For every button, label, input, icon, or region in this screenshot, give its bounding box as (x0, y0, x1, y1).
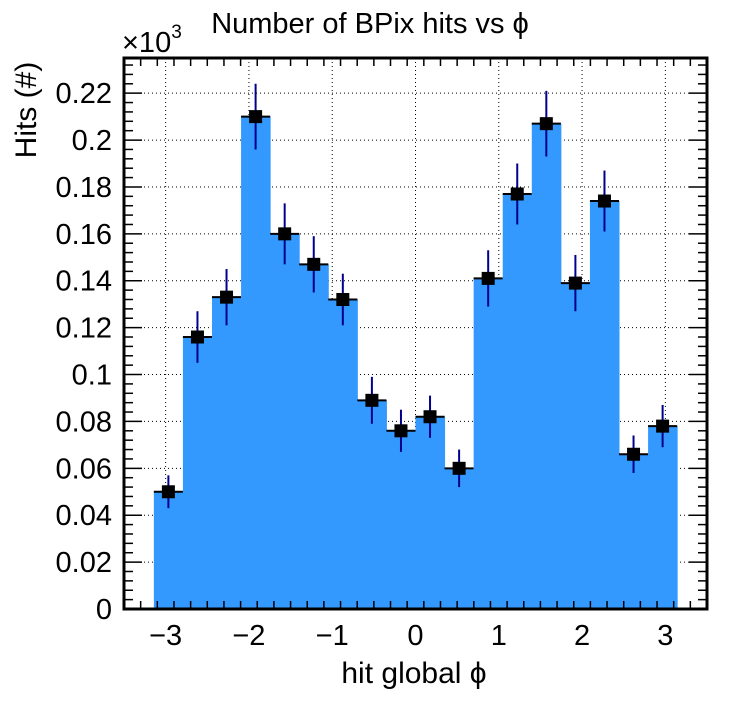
data-point-marker (452, 461, 466, 475)
histogram-bars (153, 115, 678, 610)
y-tick-label: 0.08 (56, 406, 112, 438)
data-point-marker (656, 419, 670, 433)
histogram-bar (241, 116, 271, 610)
y-exponent-base: ×10 (122, 27, 171, 59)
data-point-marker (336, 293, 350, 307)
data-point-marker (597, 194, 611, 208)
x-tick-label: 1 (491, 620, 507, 652)
histogram-bar (270, 233, 300, 609)
axis-ticks (123, 58, 708, 610)
y-tick-label: 0.22 (56, 78, 112, 110)
x-tick-label: 3 (657, 620, 673, 652)
x-axis-label: hit global ϕ (341, 657, 486, 690)
data-markers (161, 110, 670, 499)
histogram-bar (182, 337, 213, 609)
y-exponent-power: 3 (171, 22, 182, 43)
histogram-bar (415, 416, 446, 609)
chart-title: Number of BPix hits vs ϕ (211, 8, 529, 40)
y-exponent-label: ×103 (122, 22, 182, 59)
x-tick-label: 0 (407, 620, 423, 652)
histogram-bar (299, 264, 329, 609)
x-tick-label: −3 (149, 620, 182, 652)
y-tick-label: 0.18 (56, 172, 112, 204)
x-tick-label: −2 (232, 620, 265, 652)
data-point-marker (307, 257, 321, 271)
x-tick-label: −1 (316, 620, 349, 652)
histogram-bar (386, 430, 416, 609)
histogram-bar (531, 123, 562, 609)
histogram-bar (444, 468, 475, 609)
x-tick-labels: −3 −2 −1 0 1 2 3 (149, 620, 673, 652)
histogram-bar (357, 400, 387, 609)
data-point-marker (365, 393, 379, 407)
histogram-bar (619, 454, 649, 609)
data-point-marker (249, 110, 263, 124)
y-tick-label: 0.06 (56, 453, 112, 485)
y-axis-label: Hits (#) (10, 62, 43, 159)
data-point-marker (278, 227, 292, 241)
data-point-marker (481, 271, 495, 285)
x-tick-label: 2 (574, 620, 590, 652)
y-tick-label: 0.16 (56, 219, 112, 251)
histogram-bar (502, 193, 533, 609)
histogram-bar (211, 297, 242, 609)
y-tick-label: 0.12 (56, 313, 112, 345)
y-tick-labels: 0 0.02 0.04 0.06 0.08 0.1 0.12 0.14 0.16 0.18 0.2 0… (56, 78, 112, 626)
histogram-bar (473, 278, 504, 609)
data-point-marker (423, 410, 437, 424)
y-tick-label: 0.14 (56, 266, 112, 298)
y-tick-label: 0.02 (56, 547, 112, 579)
data-point-marker (539, 117, 553, 131)
data-point-marker (190, 330, 204, 344)
data-point-marker (510, 187, 524, 201)
histogram-bar (328, 299, 358, 609)
y-tick-label: 0.04 (56, 500, 112, 532)
data-point-marker (568, 276, 582, 290)
plot-frame (122, 56, 709, 611)
histogram-bar (589, 201, 620, 610)
data-point-marker (394, 424, 408, 438)
histogram-bar (153, 491, 184, 609)
data-point-marker (161, 485, 175, 499)
y-tick-label: 0.1 (72, 360, 112, 392)
y-tick-label: 0 (96, 594, 112, 626)
data-point-marker (220, 290, 234, 304)
y-tick-label: 0.2 (72, 125, 112, 157)
histogram-bar (648, 426, 678, 609)
histogram-bar (560, 283, 591, 609)
data-point-marker (627, 447, 641, 461)
